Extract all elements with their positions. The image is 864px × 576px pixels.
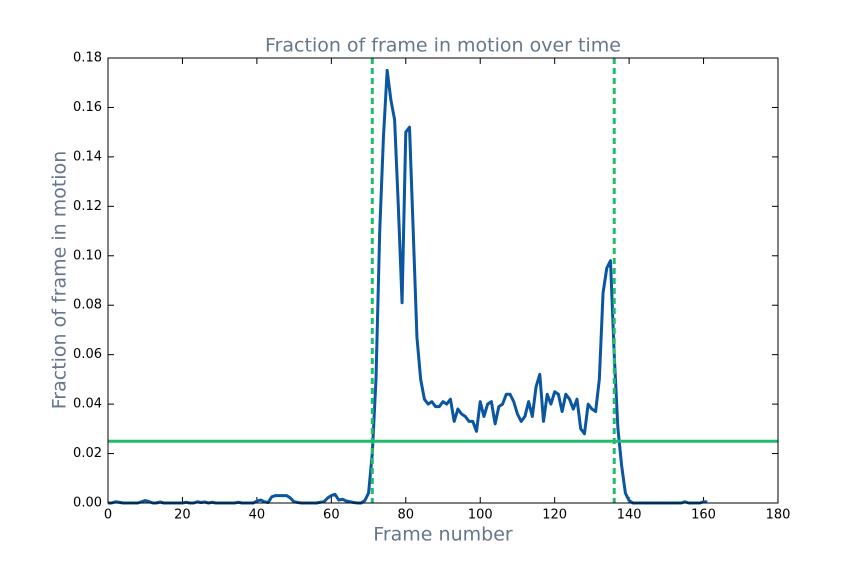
x-tick-label: 120 [542, 508, 567, 523]
chart-title: Fraction of frame in motion over time [265, 35, 621, 57]
x-tick-label: 40 [249, 508, 266, 523]
y-tick-label: 0.10 [73, 248, 102, 263]
y-tick-label: 0.12 [73, 199, 102, 214]
x-tick-label: 180 [766, 508, 791, 523]
y-axis-label: Fraction of frame in motion [49, 151, 71, 410]
x-tick-label: 20 [174, 508, 191, 523]
y-tick-label: 0.08 [73, 298, 102, 313]
y-tick-label: 0.02 [73, 446, 102, 461]
x-tick-label: 0 [104, 508, 112, 523]
y-tick-label: 0.14 [73, 149, 102, 164]
x-axis-label: Frame number [373, 524, 513, 546]
y-tick-label: 0.16 [73, 100, 102, 115]
x-tick-label: 160 [691, 508, 716, 523]
x-tick-label: 100 [468, 508, 493, 523]
y-tick-label: 0.18 [73, 51, 102, 66]
y-tick-label: 0.04 [73, 397, 102, 412]
y-tick-label: 0.06 [73, 347, 102, 362]
x-tick-label: 140 [617, 508, 642, 523]
y-tick-label: 0.00 [73, 496, 102, 511]
x-tick-label: 60 [323, 508, 340, 523]
plot-frame [107, 57, 779, 504]
x-tick-label: 80 [398, 508, 415, 523]
